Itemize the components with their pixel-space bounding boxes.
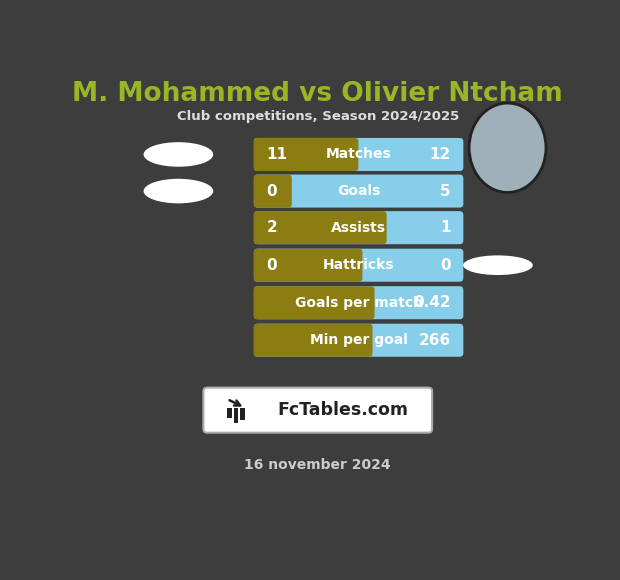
FancyBboxPatch shape xyxy=(254,286,463,319)
FancyBboxPatch shape xyxy=(254,211,387,244)
Text: Hattricks: Hattricks xyxy=(323,258,394,272)
Text: 0: 0 xyxy=(440,258,451,273)
Ellipse shape xyxy=(469,103,546,193)
FancyBboxPatch shape xyxy=(234,408,239,423)
Text: Goals per match: Goals per match xyxy=(294,296,423,310)
FancyBboxPatch shape xyxy=(254,286,374,319)
FancyBboxPatch shape xyxy=(254,138,463,171)
Text: Min per goal: Min per goal xyxy=(309,334,407,347)
FancyBboxPatch shape xyxy=(241,408,245,420)
FancyBboxPatch shape xyxy=(254,249,463,282)
Text: Assists: Assists xyxy=(331,221,386,235)
Text: 0.42: 0.42 xyxy=(413,295,451,310)
Text: Goals: Goals xyxy=(337,184,380,198)
Text: 266: 266 xyxy=(418,333,451,348)
FancyBboxPatch shape xyxy=(254,138,358,171)
Text: 2: 2 xyxy=(267,220,277,235)
FancyBboxPatch shape xyxy=(254,324,463,357)
Text: 5: 5 xyxy=(440,184,451,198)
FancyBboxPatch shape xyxy=(254,175,292,208)
Text: 11: 11 xyxy=(267,147,287,162)
Text: 0: 0 xyxy=(267,258,277,273)
Text: 16 november 2024: 16 november 2024 xyxy=(244,458,391,472)
Text: 1: 1 xyxy=(440,220,451,235)
Text: 12: 12 xyxy=(430,147,451,162)
FancyBboxPatch shape xyxy=(254,211,463,244)
Text: FcTables.com: FcTables.com xyxy=(277,401,408,419)
Text: 0: 0 xyxy=(267,184,277,198)
FancyBboxPatch shape xyxy=(203,387,432,433)
FancyBboxPatch shape xyxy=(254,175,463,208)
Ellipse shape xyxy=(463,255,533,275)
Text: Matches: Matches xyxy=(326,147,391,161)
FancyBboxPatch shape xyxy=(254,249,363,282)
Text: M. Mohammed vs Olivier Ntcham: M. Mohammed vs Olivier Ntcham xyxy=(73,81,563,107)
FancyBboxPatch shape xyxy=(227,408,232,418)
Ellipse shape xyxy=(144,179,213,204)
FancyBboxPatch shape xyxy=(254,324,373,357)
Text: Club competitions, Season 2024/2025: Club competitions, Season 2024/2025 xyxy=(177,110,459,123)
Ellipse shape xyxy=(144,142,213,166)
